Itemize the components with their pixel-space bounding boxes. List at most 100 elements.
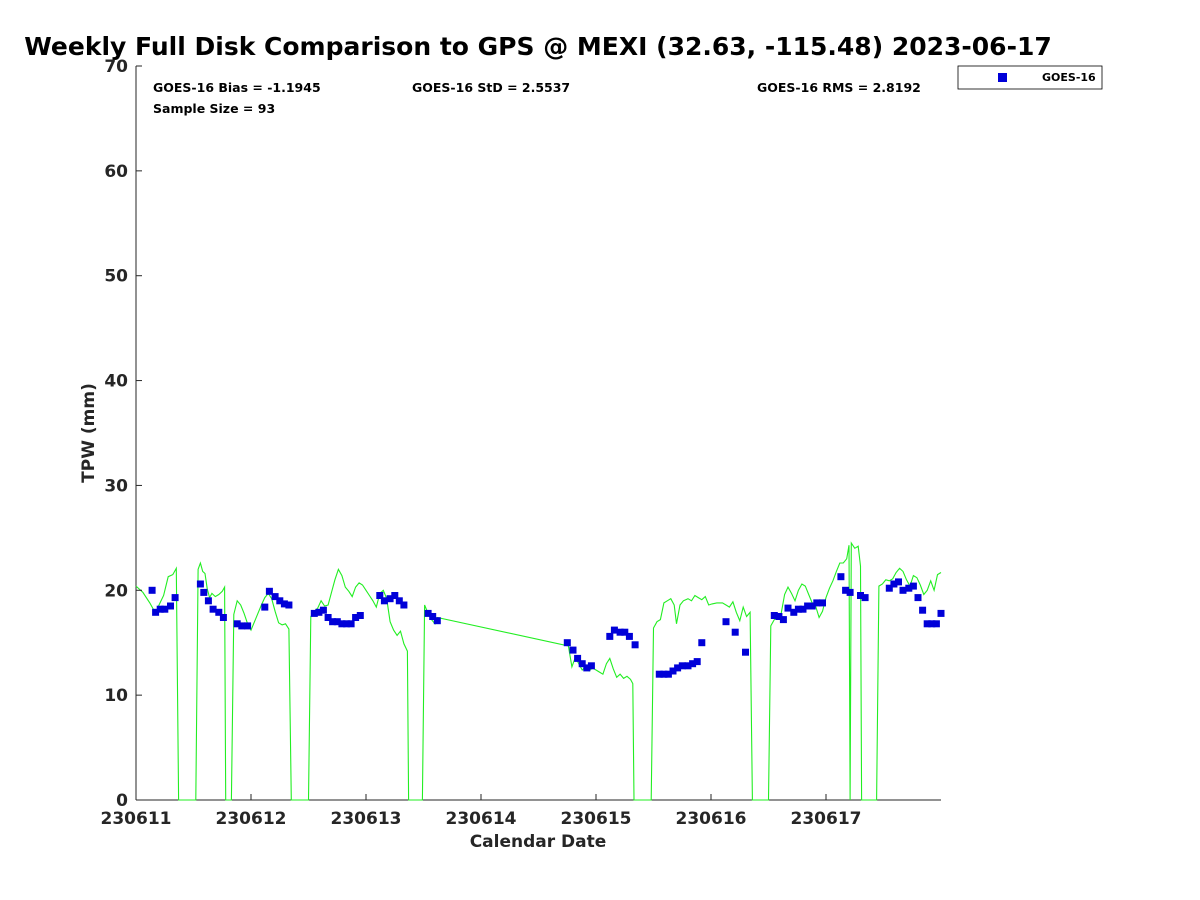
rms-stat: GOES-16 RMS = 2.8192 <box>757 80 921 95</box>
x-tick-label: 230611 <box>101 809 172 829</box>
goes16-point <box>819 599 826 607</box>
x-tick-label: 230613 <box>331 809 402 829</box>
x-tick-label: 230617 <box>791 809 862 829</box>
goes16-point <box>664 670 672 678</box>
legend: GOES-16 <box>957 65 1103 90</box>
goes16-point <box>391 592 399 599</box>
x-tick-label: 230612 <box>216 809 287 829</box>
y-tick-label: 30 <box>104 476 128 496</box>
goes16-point <box>574 654 582 662</box>
goes16-point <box>684 662 692 670</box>
legend-marker-goes16 <box>998 73 1007 82</box>
goes16-point <box>148 586 156 594</box>
goes16-point <box>846 588 854 596</box>
goes16-point <box>587 662 595 670</box>
goes16-point <box>152 608 160 616</box>
goes16-point <box>209 605 217 613</box>
goes16-point <box>794 605 802 613</box>
y-tick-label: 40 <box>104 372 128 392</box>
goes16-point <box>276 597 284 605</box>
goes16-point <box>324 614 332 621</box>
goes16-point <box>885 584 893 592</box>
goes16-point <box>583 664 591 672</box>
goes16-point <box>606 632 614 640</box>
goes16-point <box>842 586 850 594</box>
goes16-point <box>424 609 432 617</box>
goes16-point <box>837 573 845 581</box>
x-tick-label: 230615 <box>561 809 632 829</box>
y-tick-label: 10 <box>104 686 128 706</box>
goes16-point <box>779 616 787 624</box>
goes16-point <box>233 620 241 628</box>
goes16-point <box>909 582 917 590</box>
goes16-point <box>861 594 869 602</box>
goes16-point <box>678 662 686 670</box>
goes16-point <box>799 605 807 613</box>
goes16-point <box>338 620 346 628</box>
goes16-point <box>578 660 586 668</box>
sample-size-stat: Sample Size = 93 <box>153 101 275 116</box>
goes16-point <box>742 648 749 656</box>
goes16-point <box>376 592 384 599</box>
goes16-point <box>356 612 364 619</box>
goes16-point <box>923 620 931 628</box>
goes16-point <box>813 599 821 607</box>
goes16-point <box>319 606 327 614</box>
x-axis-ticks: 230611 230612 230613 230614 230615 230616 2306… <box>101 794 862 829</box>
goes16-point <box>271 593 279 601</box>
goes16-point <box>932 620 940 628</box>
std-stat: GOES-16 StD = 2.5537 <box>412 80 570 95</box>
goes16-point <box>380 597 388 605</box>
goes16-point <box>775 613 783 620</box>
y-tick-label: 20 <box>104 581 128 601</box>
x-tick-label: 230616 <box>676 809 747 829</box>
goes16-point <box>610 626 618 634</box>
goes16-point <box>857 592 864 599</box>
goes16-point <box>731 628 739 636</box>
y-tick-label: 50 <box>104 267 128 287</box>
goes16-point <box>347 620 355 628</box>
goes16-point <box>171 594 179 602</box>
goes16-point <box>919 606 927 614</box>
bias-stat: GOES-16 Bias = -1.1945 <box>153 80 321 95</box>
goes16-point <box>265 587 273 595</box>
goes16-point <box>196 580 204 588</box>
goes16-point <box>215 608 223 616</box>
y-tick-label: 60 <box>104 162 128 182</box>
goes16-point <box>905 584 913 592</box>
goes16-point <box>386 595 394 603</box>
goes16-point <box>204 597 212 605</box>
goes16-point <box>722 618 730 626</box>
goes16-point <box>655 670 663 678</box>
goes16-point <box>928 620 936 628</box>
goes16-point <box>937 609 945 617</box>
goes16-point <box>660 670 668 678</box>
goes16-point <box>689 660 697 668</box>
goes16-point <box>429 613 437 620</box>
goes16-point <box>200 588 208 596</box>
goes16-point <box>315 608 323 616</box>
goes16-point <box>244 622 252 630</box>
goes16-point <box>625 632 633 640</box>
goes16-point <box>219 614 227 621</box>
goes16-point <box>161 605 169 613</box>
goes16-point <box>784 604 792 612</box>
goes16-point <box>261 603 269 611</box>
legend-label-goes16: GOES-16 <box>1042 71 1096 84</box>
y-tick-label: 70 <box>104 57 128 77</box>
goes16-point <box>895 578 902 586</box>
goes16-point <box>770 612 778 619</box>
x-tick-label: 230614 <box>446 809 517 829</box>
goes16-point <box>674 664 682 672</box>
goes16-point <box>804 602 812 610</box>
goes16-point <box>569 646 577 654</box>
goes16-point <box>310 609 318 617</box>
x-axis-label: Calendar Date <box>470 832 607 852</box>
goes16-point <box>669 667 677 675</box>
goes16-point <box>395 597 403 605</box>
goes16-point <box>433 617 441 625</box>
legend-box <box>957 65 1103 90</box>
goes16-point <box>808 602 816 610</box>
goes16-point <box>563 639 571 647</box>
